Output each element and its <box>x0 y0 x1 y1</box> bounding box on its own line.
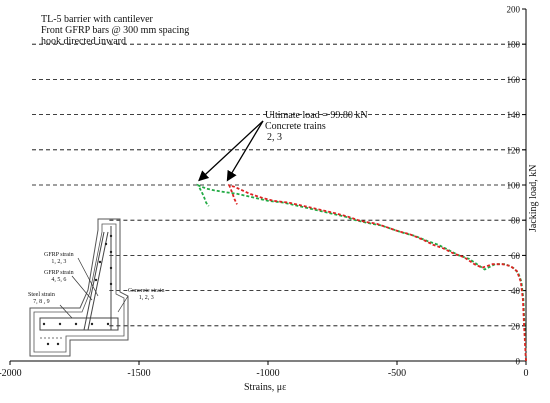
x-tick-label: -2000 <box>0 368 22 379</box>
rebar-line <box>39 317 119 331</box>
title-annotation: TL-5 barrier with cantilever Front GFRP … <box>41 14 189 47</box>
y-tick-label: 0 <box>516 357 521 367</box>
rebar-line <box>83 231 105 331</box>
ultimate-load-annotation: Ultimate load = 99.80 kN Concrete trains… <box>265 110 368 143</box>
annotation-arrow <box>226 120 264 182</box>
y-tick-label: 60 <box>511 251 521 261</box>
x-axis-title: Strains, με <box>244 382 287 393</box>
y-tick-label: 40 <box>511 286 521 296</box>
x-tick-label: 0 <box>524 368 529 379</box>
rebar-dot <box>56 342 60 346</box>
y-tick-label: 200 <box>507 5 521 15</box>
gauge-leader <box>117 295 129 313</box>
rebar-dot <box>109 234 113 238</box>
rebar-dot <box>109 250 113 254</box>
y-tick-label: 160 <box>507 75 521 85</box>
title-line: TL-5 barrier with cantilever <box>41 14 153 25</box>
rebar-dot <box>90 322 94 326</box>
barrier-outline-inner <box>33 223 125 353</box>
rebar-dot <box>42 322 46 326</box>
rebar-dot <box>58 322 62 326</box>
gauge-leader <box>71 275 93 301</box>
rebar-dot <box>46 342 50 346</box>
barrier-sketch <box>29 218 129 357</box>
rebar-dot <box>94 278 98 282</box>
x-tick-label: -500 <box>388 368 406 379</box>
rebar-line <box>87 231 109 331</box>
rebar-dot <box>106 322 110 326</box>
gauge-leader <box>59 304 73 319</box>
ultimate-line: Ultimate load = 99.80 kN <box>265 110 368 121</box>
y-axis-title: Jacking load, kN <box>528 164 539 233</box>
gfrp-strain-123-label: GFRP strain 1, 2, 3 <box>44 252 74 265</box>
concrete-strain-123-label: Concrete strain 1, 2, 3 <box>128 288 165 301</box>
rebar-dot <box>109 266 113 270</box>
y-tick-label: 100 <box>507 181 521 191</box>
y-tick-label: 120 <box>507 145 521 155</box>
rebar-dot <box>109 282 113 286</box>
annotation-arrow <box>198 120 264 182</box>
y-tick-label: 80 <box>511 216 521 226</box>
y-tick-label: 180 <box>507 40 521 50</box>
rebar-dot <box>104 242 108 246</box>
gfrp-strain-456-label: GFRP strain 4, 5, 6 <box>44 270 74 283</box>
rebar-dot <box>98 260 102 264</box>
ultimate-line: Concrete trains <box>265 121 326 132</box>
rebar-dot <box>74 322 78 326</box>
title-line: hook directed inward <box>41 36 126 47</box>
y-tick-label: 20 <box>511 321 521 331</box>
series-line-green <box>196 183 527 362</box>
title-line: Front GFRP bars @ 300 mm spacing <box>41 25 190 36</box>
barrier-outline <box>29 218 129 357</box>
y-tick-label: 140 <box>507 110 521 120</box>
gauge-leader <box>77 257 99 297</box>
steel-strain-789-label: Steel strain 7, 8 , 9 <box>28 292 55 305</box>
ultimate-line: 2, 3 <box>267 132 282 143</box>
x-tick-label: -1500 <box>127 368 150 379</box>
series-line-red <box>227 184 527 362</box>
x-tick-label: -1000 <box>256 368 279 379</box>
